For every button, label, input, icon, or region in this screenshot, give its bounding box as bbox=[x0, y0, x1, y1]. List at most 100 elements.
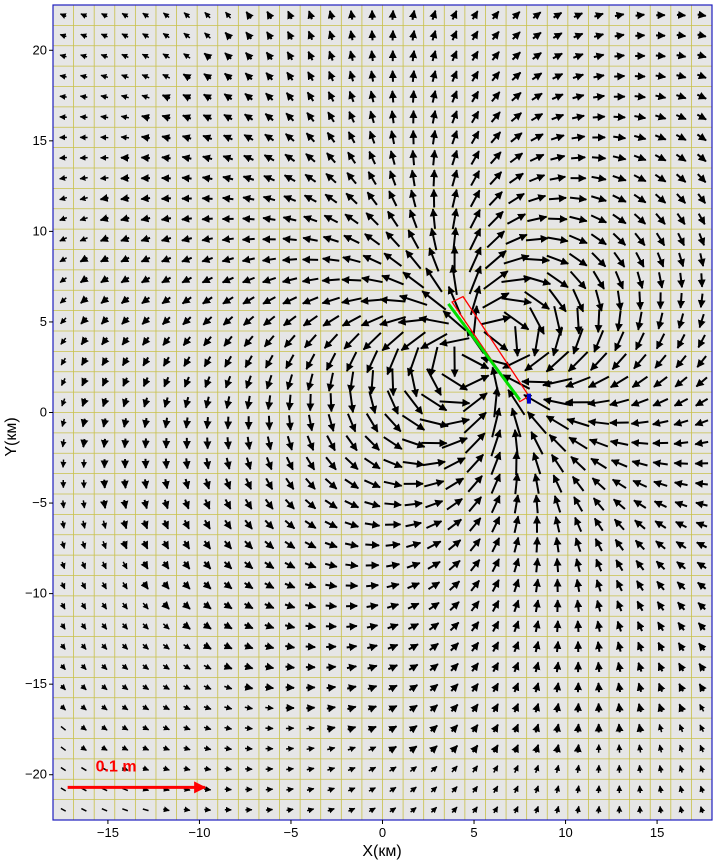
displacement-vector bbox=[265, 477, 274, 490]
displacement-vector bbox=[409, 49, 418, 62]
displacement-vector bbox=[182, 114, 192, 122]
displacement-vector bbox=[203, 396, 212, 409]
displacement-vector bbox=[408, 663, 419, 672]
displacement-vector bbox=[181, 275, 192, 284]
displacement-vector bbox=[530, 431, 544, 455]
displacement-vector bbox=[571, 133, 586, 142]
displacement-vector bbox=[101, 336, 110, 346]
displacement-vector bbox=[346, 622, 358, 631]
displacement-vector bbox=[346, 663, 358, 672]
displacement-vector bbox=[595, 661, 603, 673]
displacement-vector bbox=[183, 765, 191, 772]
displacement-vector bbox=[79, 174, 88, 181]
displacement-vector bbox=[588, 438, 609, 448]
displacement-vector bbox=[345, 561, 359, 570]
displacement-vector bbox=[387, 643, 399, 652]
displacement-vector bbox=[532, 682, 541, 693]
displacement-vector bbox=[244, 642, 254, 650]
displacement-vector bbox=[80, 541, 87, 550]
displacement-vector bbox=[59, 297, 67, 304]
displacement-vector bbox=[183, 724, 191, 731]
displacement-vector bbox=[122, 397, 130, 408]
displacement-vector bbox=[655, 560, 666, 571]
displacement-vector bbox=[286, 786, 294, 793]
displacement-vector bbox=[121, 438, 130, 449]
displacement-vector bbox=[59, 541, 66, 549]
displacement-vector bbox=[633, 153, 647, 162]
displacement-vector bbox=[120, 479, 129, 489]
displacement-vector bbox=[281, 255, 298, 264]
displacement-vector bbox=[451, 786, 458, 793]
displacement-vector bbox=[418, 315, 449, 325]
displacement-vector bbox=[491, 599, 500, 612]
displacement-vector bbox=[326, 131, 336, 143]
displacement-vector bbox=[60, 337, 67, 345]
displacement-vector bbox=[341, 275, 362, 284]
displacement-vector bbox=[529, 174, 546, 183]
displacement-vector bbox=[574, 537, 582, 553]
displacement-vector bbox=[677, 252, 685, 268]
displacement-vector bbox=[490, 111, 501, 123]
displacement-vector bbox=[368, 766, 377, 773]
displacement-vector bbox=[655, 112, 667, 121]
displacement-vector bbox=[388, 704, 398, 713]
displacement-vector bbox=[162, 73, 171, 80]
displacement-vector bbox=[657, 682, 666, 692]
displacement-vector bbox=[525, 234, 549, 243]
displacement-vector bbox=[80, 356, 89, 366]
displacement-vector bbox=[550, 453, 565, 473]
displacement-vector bbox=[367, 370, 376, 395]
displacement-vector bbox=[201, 235, 213, 243]
displacement-vector bbox=[635, 332, 645, 351]
displacement-vector bbox=[409, 69, 418, 82]
displacement-vector bbox=[81, 398, 89, 407]
displacement-vector bbox=[491, 537, 501, 553]
displacement-vector bbox=[501, 275, 533, 284]
displacement-vector bbox=[678, 785, 685, 793]
displacement-vector bbox=[265, 704, 274, 711]
displacement-vector bbox=[673, 480, 688, 488]
displacement-vector bbox=[224, 684, 233, 690]
displacement-vector bbox=[366, 191, 378, 206]
displacement-vector bbox=[511, 71, 522, 81]
displacement-vector bbox=[549, 174, 567, 183]
displacement-vector bbox=[592, 270, 605, 290]
displacement-vector bbox=[142, 704, 150, 711]
displacement-vector bbox=[447, 518, 462, 531]
displacement-vector bbox=[633, 213, 647, 225]
displacement-vector bbox=[307, 30, 316, 41]
displacement-vector bbox=[80, 602, 87, 610]
displacement-vector bbox=[264, 113, 274, 122]
displacement-vector bbox=[223, 519, 232, 530]
displacement-vector bbox=[182, 519, 190, 530]
displacement-vector bbox=[492, 765, 499, 773]
displacement-vector bbox=[285, 683, 295, 692]
displacement-vector bbox=[99, 500, 108, 509]
displacement-vector bbox=[548, 215, 568, 223]
displacement-vector bbox=[366, 602, 379, 611]
displacement-vector bbox=[81, 377, 89, 387]
displacement-vector bbox=[631, 459, 648, 468]
displacement-vector bbox=[387, 664, 399, 672]
displacement-vector bbox=[699, 806, 706, 814]
displacement-vector bbox=[512, 620, 520, 633]
displacement-vector bbox=[202, 641, 212, 650]
displacement-vector bbox=[80, 315, 89, 325]
displacement-vector bbox=[59, 582, 66, 590]
displacement-vector bbox=[60, 317, 67, 325]
displacement-vector bbox=[324, 561, 338, 569]
displacement-vector bbox=[181, 621, 191, 630]
displacement-vector bbox=[503, 254, 530, 265]
displacement-vector bbox=[572, 52, 584, 61]
displacement-vector bbox=[202, 540, 212, 550]
displacement-vector bbox=[60, 439, 67, 448]
displacement-vector bbox=[121, 418, 130, 428]
displacement-vector bbox=[364, 435, 380, 451]
displacement-vector bbox=[202, 580, 212, 590]
displacement-vector bbox=[450, 130, 459, 145]
displacement-vector bbox=[470, 170, 481, 187]
displacement-vector bbox=[263, 335, 275, 348]
displacement-vector bbox=[532, 31, 542, 41]
displacement-vector bbox=[327, 413, 336, 432]
displacement-vector bbox=[408, 684, 419, 693]
